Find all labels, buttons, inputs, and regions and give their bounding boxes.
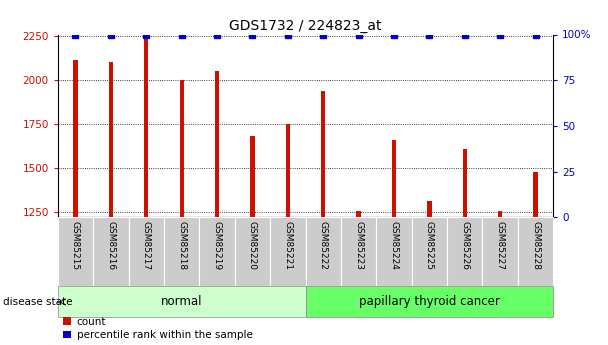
- Text: GSM85226: GSM85226: [460, 221, 469, 270]
- Bar: [427, 201, 432, 217]
- Text: GSM85228: GSM85228: [531, 221, 540, 270]
- Bar: [463, 149, 467, 217]
- Legend: count, percentile rank within the sample: count, percentile rank within the sample: [63, 317, 252, 340]
- Bar: [74, 60, 78, 217]
- Text: GSM85221: GSM85221: [283, 221, 292, 270]
- Text: GSM85216: GSM85216: [106, 221, 116, 270]
- Text: GSM85217: GSM85217: [142, 221, 151, 270]
- Text: GSM85220: GSM85220: [248, 221, 257, 270]
- Bar: [215, 70, 219, 217]
- Bar: [270, 217, 305, 286]
- Bar: [305, 217, 341, 286]
- Bar: [58, 217, 93, 286]
- Bar: [356, 211, 361, 217]
- Bar: [199, 217, 235, 286]
- Bar: [447, 217, 483, 286]
- Bar: [250, 137, 255, 217]
- Text: GSM85222: GSM85222: [319, 221, 328, 270]
- Bar: [164, 217, 199, 286]
- Title: GDS1732 / 224823_at: GDS1732 / 224823_at: [229, 19, 382, 33]
- Bar: [128, 217, 164, 286]
- Bar: [235, 217, 270, 286]
- Bar: [305, 286, 553, 317]
- Text: GSM85219: GSM85219: [213, 221, 221, 270]
- Bar: [533, 171, 537, 217]
- Bar: [179, 80, 184, 217]
- Bar: [376, 217, 412, 286]
- Bar: [109, 62, 113, 217]
- Bar: [58, 286, 305, 317]
- Bar: [483, 217, 518, 286]
- Text: papillary thyroid cancer: papillary thyroid cancer: [359, 295, 500, 308]
- Text: GSM85223: GSM85223: [354, 221, 363, 270]
- Bar: [321, 91, 325, 217]
- Text: GSM85227: GSM85227: [496, 221, 505, 270]
- Text: normal: normal: [161, 295, 202, 308]
- Text: disease state: disease state: [3, 297, 72, 307]
- Bar: [144, 38, 148, 217]
- Text: GSM85215: GSM85215: [71, 221, 80, 270]
- Text: GSM85224: GSM85224: [390, 221, 398, 270]
- Text: GSM85218: GSM85218: [177, 221, 186, 270]
- Bar: [518, 217, 553, 286]
- Bar: [392, 140, 396, 217]
- Bar: [286, 124, 290, 217]
- Bar: [93, 217, 128, 286]
- Bar: [412, 217, 447, 286]
- Bar: [498, 211, 502, 217]
- Text: GSM85225: GSM85225: [425, 221, 434, 270]
- Bar: [341, 217, 376, 286]
